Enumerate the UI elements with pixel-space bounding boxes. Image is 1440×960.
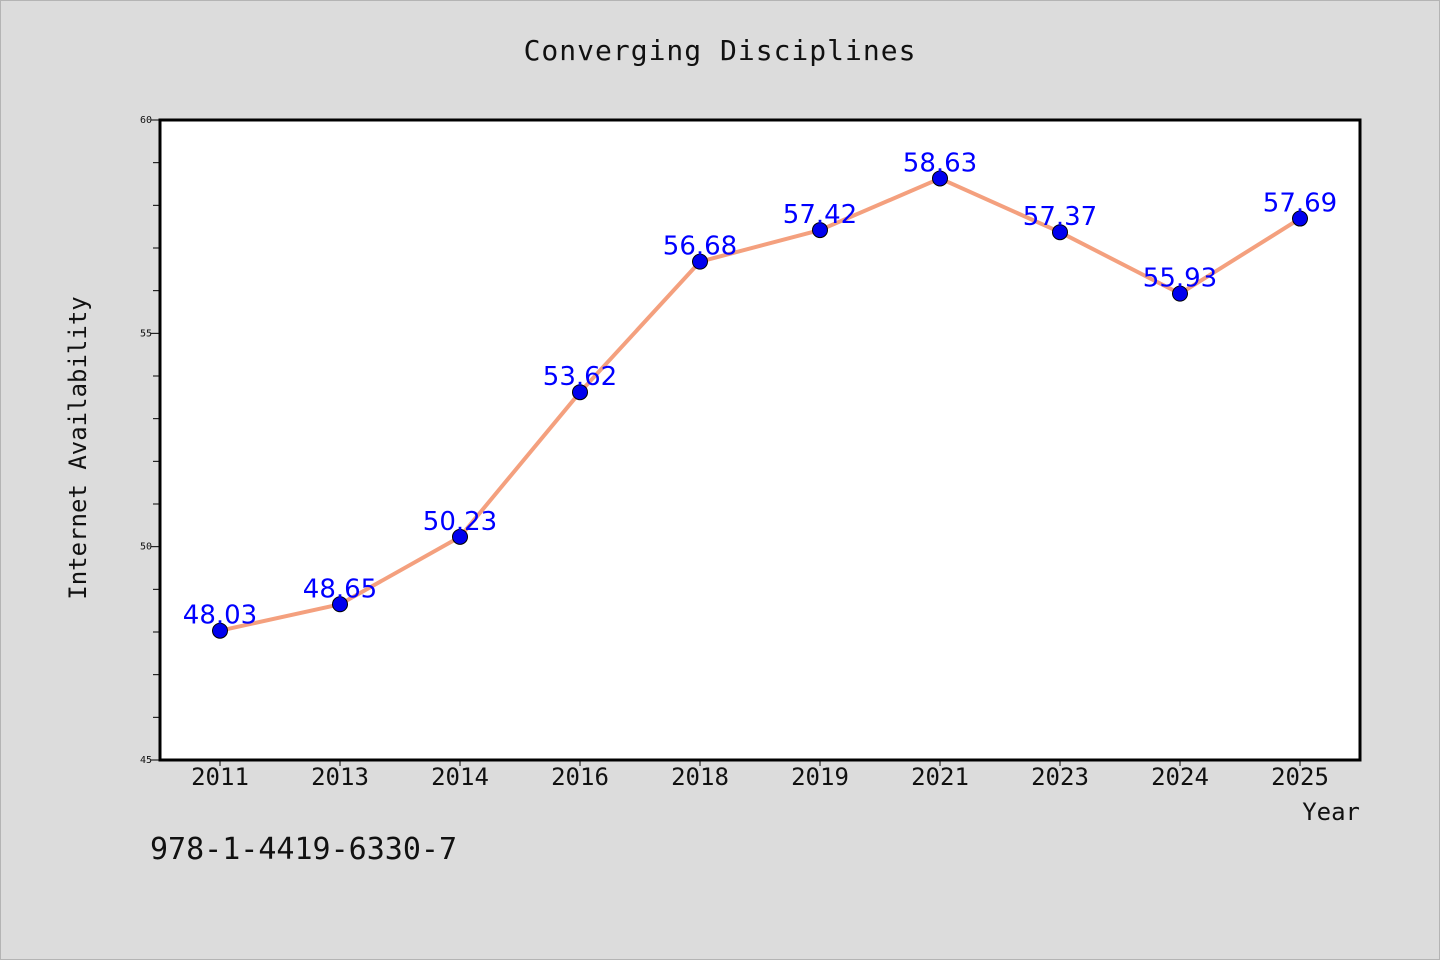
y-axis: 45 50 55 60 — [140, 115, 160, 766]
x-tick-label: 2025 — [1271, 763, 1329, 791]
x-axis: 2011 2013 2014 2016 2018 2019 2021 2023 2024 2025 — [191, 760, 1329, 791]
data-point — [932, 170, 948, 187]
y-axis-label: Internet Availability — [64, 296, 92, 599]
y-tick-label: 60 — [140, 115, 152, 126]
data-label: 48.65 — [303, 574, 377, 604]
data-labels: 48.03 48.65 50.23 53.62 56.68 57.42 58.63 57.37… — [183, 148, 1337, 630]
data-markers — [212, 170, 1308, 639]
data-label: 57.37 — [1023, 202, 1097, 232]
data-label: 57.42 — [783, 200, 857, 230]
data-point — [812, 222, 828, 239]
isbn-text: 978-1-4419-6330-7 — [150, 832, 458, 867]
data-point — [1292, 210, 1308, 227]
data-point — [332, 596, 348, 613]
x-tick-label: 2024 — [1151, 763, 1209, 791]
data-point — [212, 622, 228, 639]
data-point — [692, 253, 708, 270]
data-label: 58.63 — [903, 148, 977, 178]
x-tick-label: 2014 — [431, 763, 489, 791]
y-tick-label: 55 — [140, 328, 152, 339]
data-label: 55.93 — [1143, 264, 1217, 294]
y-tick-label: 50 — [140, 542, 152, 553]
x-tick-label: 2018 — [671, 763, 729, 791]
data-label: 56.68 — [663, 232, 737, 262]
data-point — [1052, 224, 1068, 241]
data-label: 50.23 — [423, 507, 497, 537]
x-tick-label: 2011 — [191, 763, 249, 791]
x-tick-label: 2021 — [911, 763, 969, 791]
x-tick-label: 2019 — [791, 763, 849, 791]
data-label: 48.03 — [183, 601, 257, 631]
data-label: 57.69 — [1263, 189, 1337, 219]
plot-area — [160, 120, 1360, 760]
plot-frame — [158, 118, 1362, 762]
data-point — [572, 384, 588, 401]
x-tick-label: 2013 — [311, 763, 369, 791]
x-axis-label: Year — [1302, 798, 1360, 826]
chart-title: Converging Disciplines — [523, 34, 917, 67]
data-label: 53.62 — [543, 362, 617, 392]
series-line — [219, 176, 1302, 633]
data-point — [1172, 285, 1188, 302]
x-tick-label: 2023 — [1031, 763, 1089, 791]
y-tick-label: 45 — [140, 755, 152, 766]
data-point — [452, 528, 468, 545]
x-tick-label: 2016 — [551, 763, 609, 791]
